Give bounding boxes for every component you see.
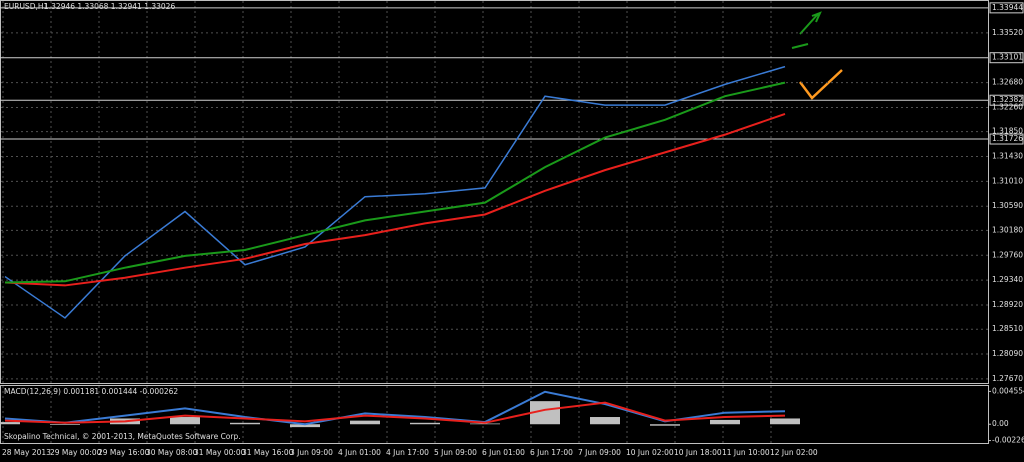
y-tick-label: 1.33944 — [992, 3, 1023, 12]
y-tick-label: 1.28090 — [992, 349, 1023, 358]
time-label: 29 May 16:00 — [98, 448, 150, 457]
price-line — [4, 65, 786, 319]
macd-bar — [50, 424, 80, 425]
green-arrow — [791, 11, 822, 49]
symbol-title: EURUSD,H1 — [4, 2, 48, 11]
y-tick-label: 1.27670 — [992, 374, 1023, 383]
y-tick-label: 1.31010 — [992, 176, 1023, 185]
time-label: 6 Jun 17:00 — [530, 448, 573, 457]
macd-line — [4, 401, 786, 424]
y-tick-label: 1.28920 — [992, 300, 1023, 309]
time-label: 3 Jun 09:00 — [290, 448, 333, 457]
y-tick-label: 1.30180 — [992, 225, 1023, 234]
macd-bar — [290, 424, 320, 428]
y-tick-label: 1.31430 — [992, 152, 1023, 161]
time-label: 6 Jun 01:00 — [482, 448, 525, 457]
macd-bar — [530, 401, 560, 425]
macd-bar — [710, 419, 740, 425]
macd-bar — [350, 420, 380, 425]
macd-bar — [590, 417, 620, 425]
moving-average — [4, 81, 786, 284]
time-label: 31 May 16:00 — [242, 448, 294, 457]
moving-average — [4, 112, 786, 287]
level-box — [989, 94, 1024, 106]
time-label: 28 May 2013 — [2, 448, 51, 457]
level-box — [989, 52, 1024, 64]
symbol-quotes: 1.32946 1.33068 1.32941 1.33026 — [44, 2, 175, 11]
macd-bar — [0, 422, 20, 425]
y-tick-label: 1.29760 — [992, 250, 1023, 259]
time-label: 4 Jun 17:00 — [386, 448, 429, 457]
macd-bar — [230, 422, 260, 425]
macd-frame — [0, 385, 989, 444]
y-tick-label: 1.28510 — [992, 324, 1023, 333]
time-label: 11 Jun 10:00 — [722, 448, 770, 457]
copyright: Skopalino Technical, © 2001-2013, MetaQu… — [4, 432, 241, 441]
y-tick-label: 0.004554 — [992, 386, 1024, 395]
y-tick-label: 1.33101 — [992, 53, 1023, 62]
time-label: 10 Jun 02:00 — [626, 448, 674, 457]
time-label: 30 May 08:00 — [146, 448, 198, 457]
y-tick-label: 0.00 — [992, 419, 1009, 428]
time-label: 4 Jun 01:00 — [338, 448, 381, 457]
y-tick-label: 1.31726 — [992, 134, 1023, 143]
macd-bar — [770, 418, 800, 425]
y-tick-label: 1.32382 — [992, 95, 1023, 104]
y-tick-label: 1.32260 — [992, 102, 1023, 111]
y-tick-label: -0.002262 — [992, 436, 1024, 445]
macd-title: MACD(12,26,9) 0.001181 0.001444 -0.00026… — [4, 387, 178, 396]
level-box — [989, 2, 1024, 14]
time-label: 12 Jun 02:00 — [770, 448, 818, 457]
level-box — [989, 133, 1024, 145]
time-label: 29 May 00:00 — [50, 448, 102, 457]
macd-bar — [170, 417, 200, 425]
macd-bar — [410, 422, 440, 425]
time-label: 10 Jun 18:00 — [674, 448, 722, 457]
macd-bar — [650, 424, 680, 426]
y-tick-label: 1.29340 — [992, 275, 1023, 284]
time-label: 7 Jun 09:00 — [578, 448, 621, 457]
time-label: 31 May 00:00 — [194, 448, 246, 457]
macd-bar — [470, 423, 500, 425]
y-tick-label: 1.30590 — [992, 201, 1023, 210]
y-tick-label: 1.32680 — [992, 78, 1023, 87]
y-tick-label: 1.31850 — [992, 127, 1023, 136]
time-label: 5 Jun 09:00 — [434, 448, 477, 457]
orange-zigzag — [799, 69, 843, 100]
main-frame — [0, 0, 989, 384]
y-tick-label: 1.33520 — [992, 28, 1023, 37]
